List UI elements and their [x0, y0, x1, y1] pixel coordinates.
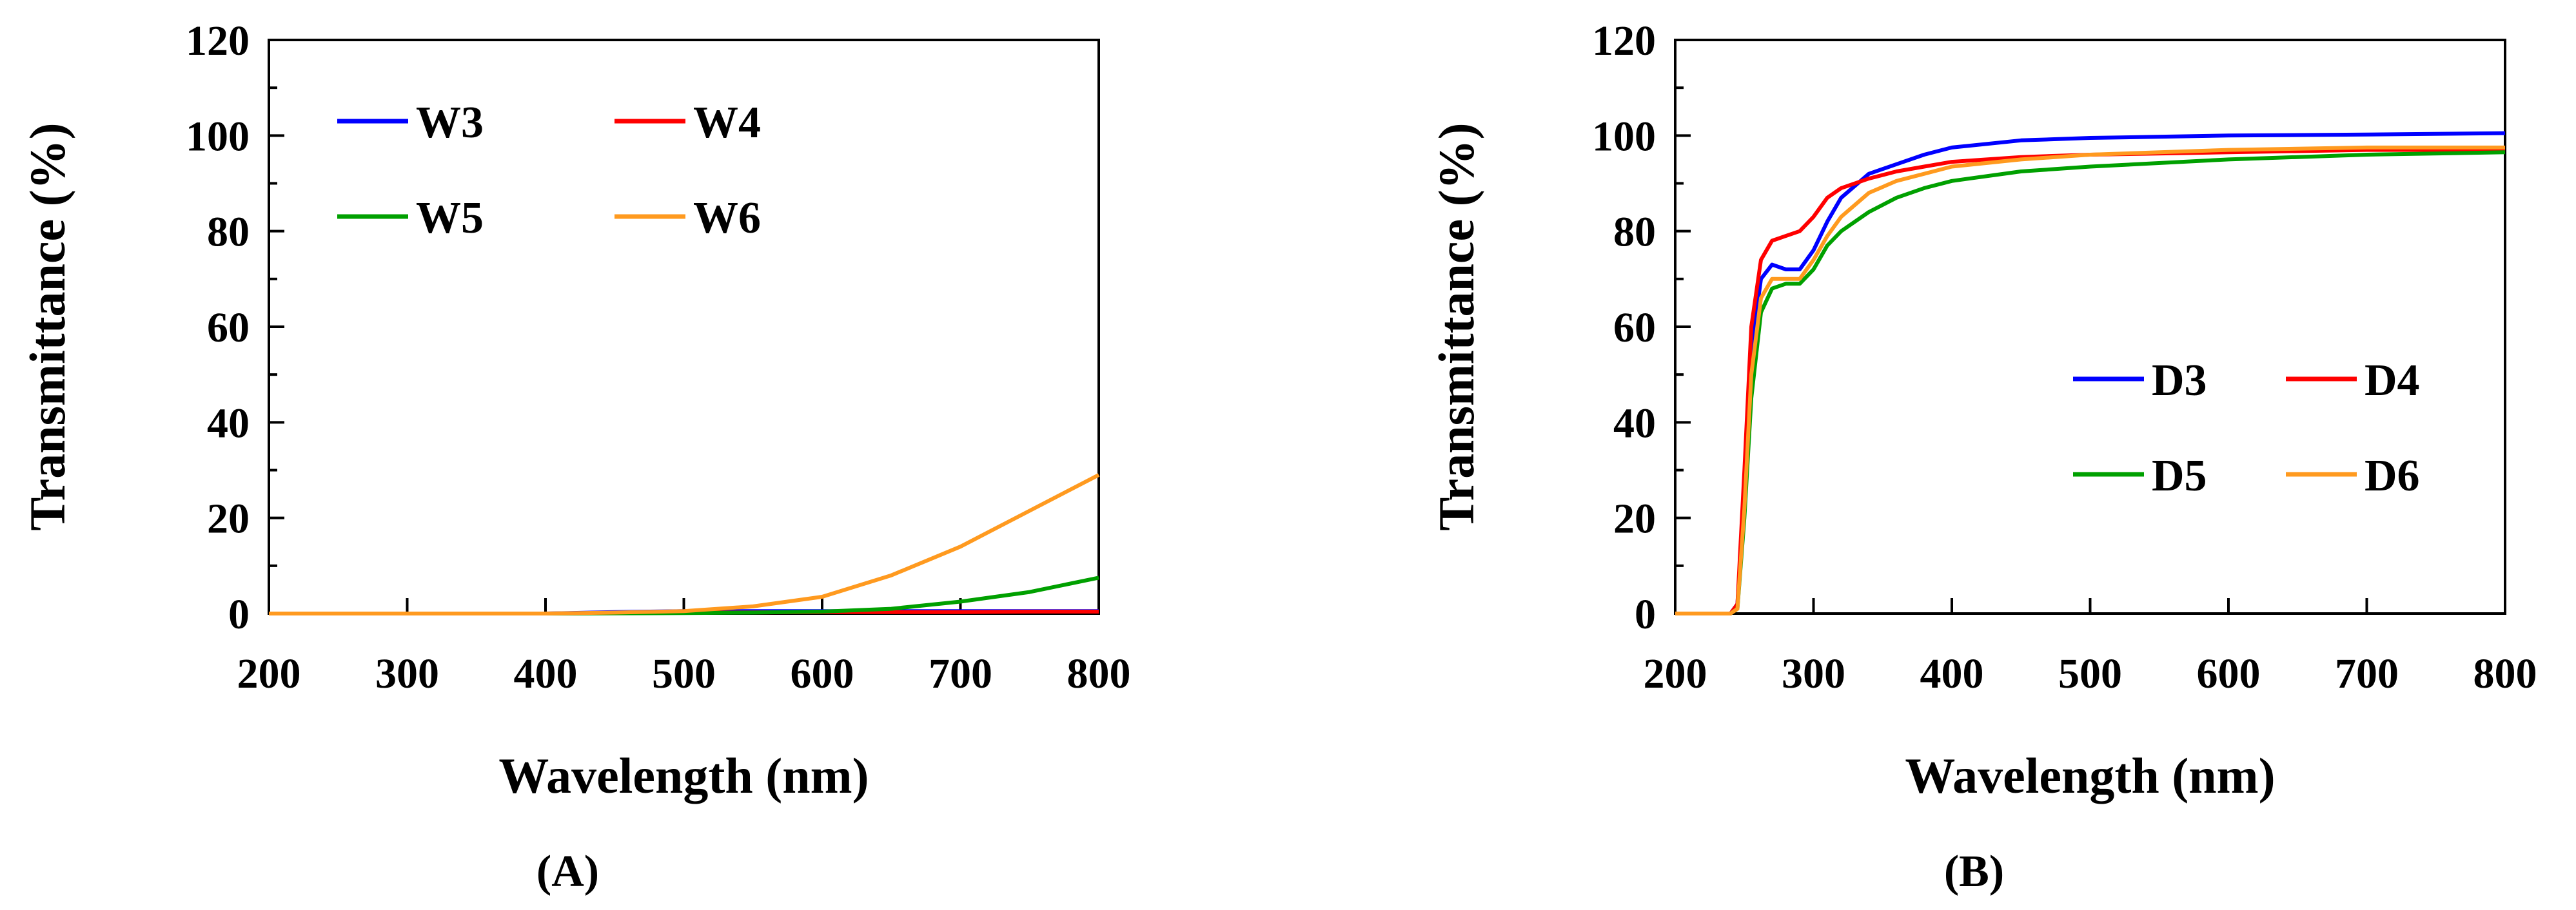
legend: D3 D4 D5 D6 [2073, 356, 2420, 501]
x-tick-label: 600 [2197, 650, 2261, 697]
y-tick-label: 80 [1613, 209, 1656, 256]
x-tick-label: 600 [791, 650, 854, 697]
chart-panel-b: 0 20 40 60 80 100 120 200 300 400 500 600 700 800 Tran… [1428, 17, 2537, 896]
y-tick-label: 80 [207, 209, 250, 256]
x-tick-label: 400 [1920, 650, 1984, 697]
y-tick-label: 20 [207, 496, 250, 543]
x-tick-label: 800 [1067, 650, 1131, 697]
x-tick-label: 200 [1644, 650, 1707, 697]
y-axis-title: Transmittance (%) [1428, 122, 1484, 530]
series-line-d6 [1675, 145, 2505, 615]
x-axis-title: Wavelength (nm) [498, 748, 869, 804]
y-tick-label: 120 [1592, 17, 1656, 64]
y-tick-label: 100 [1592, 113, 1656, 160]
y-axis-title: Transmittance (%) [19, 122, 75, 530]
x-tick-label: 500 [2058, 650, 2122, 697]
y-tick-label: 100 [186, 113, 250, 160]
legend-label-d6: D6 [2365, 451, 2420, 501]
legend-label-w6: W6 [693, 193, 761, 243]
y-tick-label: 0 [1635, 591, 1656, 638]
x-tick-label: 800 [2473, 650, 2537, 697]
chart-panel-a: 0 20 40 60 80 100 120 200 300 400 500 600 700 800 Tran… [19, 17, 1131, 896]
legend-label-d3: D3 [2152, 356, 2207, 405]
y-tick-label: 0 [228, 591, 250, 638]
x-tick-label: 700 [2335, 650, 2399, 697]
y-tick-label: 20 [1613, 496, 1656, 543]
plot-frame [1674, 39, 2506, 615]
y-tick-label: 40 [1613, 400, 1656, 447]
x-tick-label: 300 [1782, 650, 1845, 697]
y-tick-label: 60 [207, 304, 250, 351]
legend-label-w5: W5 [416, 193, 484, 243]
legend-label-w4: W4 [693, 98, 761, 148]
x-tick-label: 300 [375, 650, 439, 697]
x-tick-label: 500 [652, 650, 716, 697]
x-axis-title: Wavelength (nm) [1905, 748, 2275, 804]
legend-label-d5: D5 [2152, 451, 2207, 501]
legend: W3 W4 W5 W6 [337, 98, 761, 243]
y-tick-label: 60 [1613, 304, 1656, 351]
panel-label: (A) [536, 847, 599, 896]
y-tick-label: 40 [207, 400, 250, 447]
x-tick-label: 200 [237, 650, 301, 697]
y-tick-label: 120 [186, 17, 250, 64]
legend-label-w3: W3 [416, 98, 484, 148]
series-line-w6 [269, 473, 1100, 615]
panel-label: (B) [1944, 847, 2004, 896]
x-tick-label: 700 [929, 650, 992, 697]
x-tick-label: 400 [514, 650, 578, 697]
legend-label-d4: D4 [2365, 356, 2420, 405]
plot-frame [268, 39, 1100, 615]
